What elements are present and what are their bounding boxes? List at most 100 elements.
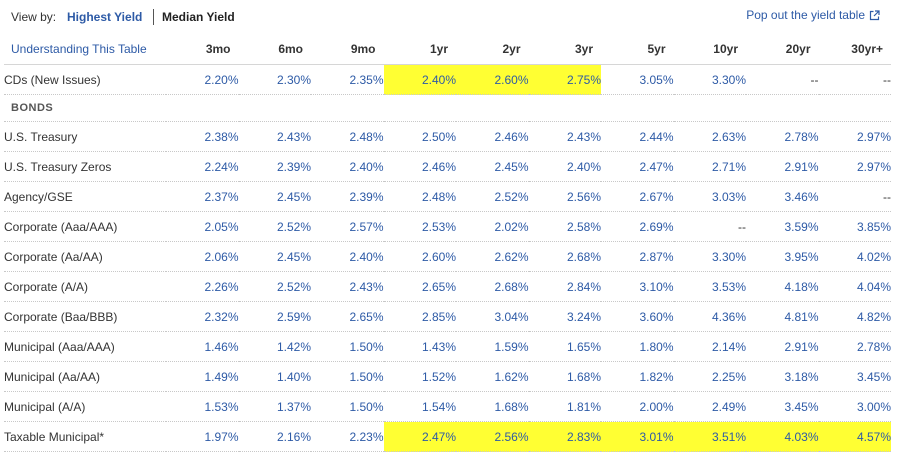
yield-cell-2yr[interactable]: 1.68%: [456, 391, 529, 422]
yield-cell-5yr[interactable]: 1.82%: [601, 361, 674, 392]
yield-cell-5yr[interactable]: 2.87%: [601, 241, 674, 272]
yield-cell-3yr[interactable]: 2.56%: [528, 181, 601, 212]
yield-cell-2yr[interactable]: 2.45%: [456, 151, 529, 182]
yield-cell-6mo[interactable]: 2.52%: [238, 271, 311, 302]
yield-cell-3mo[interactable]: 2.06%: [166, 241, 239, 272]
yield-cell-3mo[interactable]: 1.53%: [166, 391, 239, 422]
yield-cell-9mo[interactable]: 2.65%: [311, 301, 384, 332]
yield-cell-5yr[interactable]: 2.67%: [601, 181, 674, 212]
yield-cell-30yr[interactable]: 4.02%: [818, 241, 891, 272]
yield-cell-5yr[interactable]: 3.05%: [601, 64, 674, 95]
yield-cell-9mo[interactable]: 1.50%: [311, 391, 384, 422]
yield-cell-2yr[interactable]: 2.60%: [456, 64, 529, 95]
yield-cell-5yr[interactable]: 2.44%: [601, 121, 674, 152]
yield-cell-20yr[interactable]: 4.18%: [746, 271, 819, 302]
yield-cell-3mo[interactable]: 1.49%: [166, 361, 239, 392]
highest-yield-option[interactable]: Highest Yield: [67, 10, 143, 24]
yield-cell-1yr[interactable]: 1.54%: [383, 391, 456, 422]
yield-cell-1yr[interactable]: 2.65%: [383, 271, 456, 302]
yield-cell-9mo[interactable]: 2.40%: [311, 241, 384, 272]
yield-cell-3mo[interactable]: 2.32%: [166, 301, 239, 332]
yield-cell-10yr[interactable]: 2.49%: [673, 391, 746, 422]
yield-cell-20yr[interactable]: 4.81%: [746, 301, 819, 332]
yield-cell-9mo[interactable]: 2.23%: [311, 421, 384, 452]
yield-cell-2yr[interactable]: 2.68%: [456, 271, 529, 302]
yield-cell-10yr[interactable]: 2.25%: [673, 361, 746, 392]
yield-cell-9mo[interactable]: 2.43%: [311, 271, 384, 302]
yield-cell-20yr[interactable]: 2.78%: [746, 121, 819, 152]
yield-cell-30yr[interactable]: 3.85%: [818, 211, 891, 242]
yield-cell-2yr[interactable]: 1.59%: [456, 331, 529, 362]
yield-cell-20yr[interactable]: 3.18%: [746, 361, 819, 392]
yield-cell-10yr[interactable]: 2.14%: [673, 331, 746, 362]
yield-cell-5yr[interactable]: 3.01%: [601, 421, 674, 452]
yield-cell-3yr[interactable]: 2.68%: [528, 241, 601, 272]
yield-cell-9mo[interactable]: 1.50%: [311, 361, 384, 392]
yield-cell-5yr[interactable]: 3.60%: [601, 301, 674, 332]
yield-cell-1yr[interactable]: 2.48%: [383, 181, 456, 212]
yield-cell-3yr[interactable]: 1.68%: [528, 361, 601, 392]
yield-cell-9mo[interactable]: 2.48%: [311, 121, 384, 152]
median-yield-option[interactable]: Median Yield: [162, 10, 235, 24]
yield-cell-6mo[interactable]: 2.30%: [238, 64, 311, 95]
yield-cell-20yr[interactable]: 3.46%: [746, 181, 819, 212]
yield-cell-9mo[interactable]: 1.50%: [311, 331, 384, 362]
yield-cell-30yr[interactable]: 4.57%: [818, 421, 891, 452]
yield-cell-20yr[interactable]: 4.03%: [746, 421, 819, 452]
yield-cell-3mo[interactable]: 1.46%: [166, 331, 239, 362]
yield-cell-1yr[interactable]: 2.50%: [383, 121, 456, 152]
yield-cell-30yr[interactable]: 3.00%: [818, 391, 891, 422]
yield-cell-1yr[interactable]: 2.40%: [383, 64, 456, 95]
yield-cell-2yr[interactable]: 2.62%: [456, 241, 529, 272]
yield-cell-10yr[interactable]: 2.71%: [673, 151, 746, 182]
yield-cell-10yr[interactable]: 2.63%: [673, 121, 746, 152]
yield-cell-3mo[interactable]: 2.26%: [166, 271, 239, 302]
yield-cell-6mo[interactable]: 2.45%: [238, 241, 311, 272]
yield-cell-2yr[interactable]: 3.04%: [456, 301, 529, 332]
yield-cell-1yr[interactable]: 2.60%: [383, 241, 456, 272]
yield-cell-1yr[interactable]: 2.47%: [383, 421, 456, 452]
yield-cell-2yr[interactable]: 2.52%: [456, 181, 529, 212]
yield-cell-10yr[interactable]: 4.36%: [673, 301, 746, 332]
yield-cell-10yr[interactable]: 3.51%: [673, 421, 746, 452]
yield-cell-3mo[interactable]: 2.24%: [166, 151, 239, 182]
yield-cell-1yr[interactable]: 1.52%: [383, 361, 456, 392]
yield-cell-3yr[interactable]: 1.81%: [528, 391, 601, 422]
yield-cell-3mo[interactable]: 2.38%: [166, 121, 239, 152]
yield-cell-9mo[interactable]: 2.57%: [311, 211, 384, 242]
yield-cell-1yr[interactable]: 1.43%: [383, 331, 456, 362]
yield-cell-20yr[interactable]: 3.59%: [746, 211, 819, 242]
yield-cell-20yr[interactable]: 3.45%: [746, 391, 819, 422]
yield-cell-3yr[interactable]: 2.84%: [528, 271, 601, 302]
yield-cell-6mo[interactable]: 2.45%: [238, 181, 311, 212]
yield-cell-10yr[interactable]: 3.03%: [673, 181, 746, 212]
yield-cell-9mo[interactable]: 2.35%: [311, 64, 384, 95]
yield-cell-6mo[interactable]: 2.52%: [238, 211, 311, 242]
yield-cell-6mo[interactable]: 1.42%: [238, 331, 311, 362]
yield-cell-5yr[interactable]: 1.80%: [601, 331, 674, 362]
yield-cell-9mo[interactable]: 2.40%: [311, 151, 384, 182]
yield-cell-6mo[interactable]: 2.16%: [238, 421, 311, 452]
yield-cell-10yr[interactable]: 3.30%: [673, 64, 746, 95]
yield-cell-3yr[interactable]: 2.83%: [528, 421, 601, 452]
yield-cell-6mo[interactable]: 2.59%: [238, 301, 311, 332]
yield-cell-30yr[interactable]: 3.45%: [818, 361, 891, 392]
yield-cell-3yr[interactable]: 3.24%: [528, 301, 601, 332]
yield-cell-9mo[interactable]: 2.39%: [311, 181, 384, 212]
yield-cell-6mo[interactable]: 1.40%: [238, 361, 311, 392]
yield-cell-2yr[interactable]: 2.02%: [456, 211, 529, 242]
yield-cell-3yr[interactable]: 2.75%: [528, 64, 601, 95]
popout-yield-table-link[interactable]: Pop out the yield table: [746, 8, 880, 22]
yield-cell-2yr[interactable]: 2.46%: [456, 121, 529, 152]
yield-cell-5yr[interactable]: 2.00%: [601, 391, 674, 422]
yield-cell-10yr[interactable]: 3.53%: [673, 271, 746, 302]
yield-cell-6mo[interactable]: 1.37%: [238, 391, 311, 422]
yield-cell-2yr[interactable]: 2.56%: [456, 421, 529, 452]
yield-cell-30yr[interactable]: 2.97%: [818, 151, 891, 182]
yield-cell-30yr[interactable]: 2.97%: [818, 121, 891, 152]
yield-cell-1yr[interactable]: 2.85%: [383, 301, 456, 332]
yield-cell-3mo[interactable]: 2.05%: [166, 211, 239, 242]
yield-cell-5yr[interactable]: 2.47%: [601, 151, 674, 182]
yield-cell-3yr[interactable]: 2.43%: [528, 121, 601, 152]
yield-cell-20yr[interactable]: 2.91%: [746, 331, 819, 362]
